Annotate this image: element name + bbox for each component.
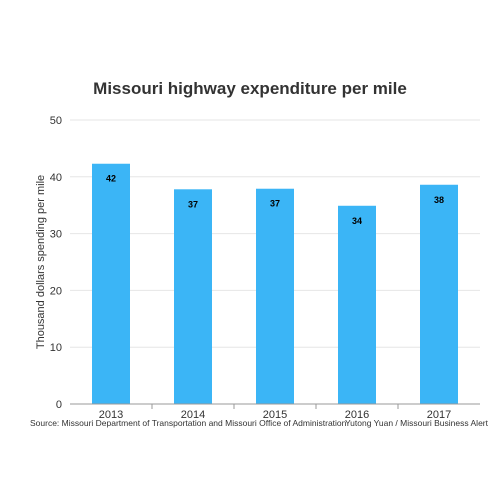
data-label-2016: 34 — [352, 216, 362, 226]
source-note: Source: Missouri Department of Transport… — [30, 418, 347, 428]
x-tick-label-2014: 2014 — [181, 409, 205, 421]
data-label-2014: 37 — [188, 199, 198, 209]
bar-2013 — [92, 163, 130, 404]
y-tick-label: 20 — [50, 285, 62, 297]
y-tick-label: 0 — [56, 399, 62, 411]
y-tick-label: 30 — [50, 229, 62, 241]
data-label-2013: 42 — [106, 174, 116, 184]
axes: 0 10 20 30 40 50 2013 2014 2015 2016 2017 — [50, 115, 480, 421]
y-tick-label: 50 — [50, 115, 62, 127]
credit-note: Yutong Yuan / Missouri Business Alert — [344, 418, 488, 428]
chart-title: Missouri highway expenditure per mile — [93, 79, 407, 98]
x-tick-label-2017: 2017 — [427, 409, 451, 421]
y-tick-label: 40 — [50, 172, 62, 184]
bar-2015 — [256, 188, 294, 404]
data-label-2015: 37 — [270, 199, 280, 209]
x-tick-label-2015: 2015 — [263, 409, 287, 421]
bar-2017 — [420, 184, 458, 404]
y-axis-label: Thousand dollars spending per mile — [35, 175, 47, 349]
bar-2014 — [174, 189, 212, 404]
x-tick-label-2016: 2016 — [345, 409, 369, 421]
data-label-2017: 38 — [434, 195, 444, 205]
x-tick-label-2013: 2013 — [99, 409, 123, 421]
y-tick-label: 10 — [50, 342, 62, 354]
bar-2016 — [338, 205, 376, 404]
bars: 42 37 37 34 38 — [92, 163, 458, 404]
